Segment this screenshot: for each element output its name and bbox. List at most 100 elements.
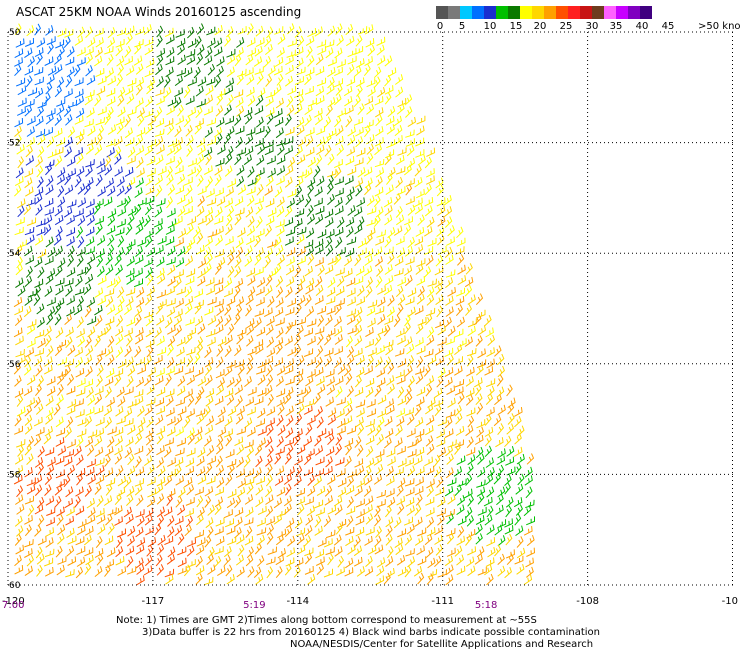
wind-barb <box>87 474 96 485</box>
wind-barb <box>236 566 245 578</box>
wind-barb <box>415 417 424 428</box>
wind-barb <box>183 415 191 428</box>
wind-barb <box>455 246 465 255</box>
wind-barb <box>447 397 456 408</box>
wind-barb <box>87 125 96 137</box>
wind-barb <box>204 364 213 376</box>
wind-barb <box>346 496 354 509</box>
wind-barb <box>24 405 33 417</box>
wind-barb <box>156 506 165 518</box>
wind-barb <box>305 67 315 77</box>
wind-barb <box>114 427 124 437</box>
wind-barb <box>387 252 395 265</box>
wind-barb <box>45 175 54 187</box>
wind-barb <box>235 47 244 58</box>
wind-barb <box>175 357 185 366</box>
wind-barb <box>256 327 266 337</box>
wind-barb <box>246 318 255 329</box>
wind-barb <box>246 37 256 48</box>
wind-barb <box>116 218 126 228</box>
wind-barb <box>445 306 454 317</box>
wind-barb <box>255 116 264 128</box>
wind-barb <box>245 235 255 246</box>
wind-barb <box>247 177 257 187</box>
wind-barb <box>25 145 33 158</box>
wind-barb <box>105 514 113 526</box>
wind-barb <box>166 306 176 318</box>
wind-barb <box>316 126 326 136</box>
wind-barb <box>446 547 456 557</box>
wind-barb <box>397 276 407 287</box>
wind-barb <box>346 277 356 287</box>
wind-barb <box>135 26 145 36</box>
wind-barb <box>237 26 247 35</box>
wind-barb <box>373 195 381 208</box>
wind-barb <box>105 264 114 276</box>
wind-barb <box>244 113 253 125</box>
wind-barb <box>17 239 27 249</box>
wind-barb <box>237 227 246 238</box>
wind-barb <box>437 234 445 246</box>
wind-barb <box>295 57 304 69</box>
wind-barb <box>105 559 115 569</box>
wind-barb <box>273 66 283 76</box>
legend-swatch <box>436 6 448 19</box>
wind-barb <box>166 257 176 266</box>
wind-barb <box>24 565 33 577</box>
wind-barb <box>227 463 235 476</box>
wind-barb <box>466 348 477 357</box>
wind-barb <box>405 457 415 467</box>
wind-barb <box>106 304 116 315</box>
wind-barb <box>334 253 342 266</box>
wind-barb <box>286 517 295 529</box>
wind-barb <box>54 344 63 357</box>
wind-barb <box>377 416 385 428</box>
wind-barb <box>447 325 456 337</box>
wind-barb <box>477 348 486 359</box>
wind-barb <box>347 205 356 216</box>
wind-barb <box>495 437 504 448</box>
wind-barb <box>284 145 294 156</box>
wind-barb <box>303 436 313 447</box>
wind-barb <box>335 457 345 466</box>
wind-barb <box>405 392 413 405</box>
wind-barb <box>313 197 323 207</box>
wind-barb <box>106 547 116 558</box>
wind-barb <box>46 507 56 516</box>
wind-barb <box>216 384 225 396</box>
wind-barb <box>156 95 165 106</box>
wind-barb <box>257 426 267 436</box>
wind-barb <box>76 473 83 486</box>
wind-barb <box>386 139 396 149</box>
wind-barb <box>223 277 233 289</box>
wind-barb <box>414 203 423 215</box>
wind-barb <box>396 186 406 196</box>
wind-barb <box>505 533 513 546</box>
wind-barb <box>66 386 76 395</box>
wind-barb <box>55 545 63 558</box>
wind-barb <box>46 386 56 397</box>
wind-barb <box>376 36 386 46</box>
wind-barb <box>327 277 336 288</box>
wind-barb <box>45 25 54 36</box>
wind-barb <box>205 277 215 287</box>
wind-barb <box>216 344 224 357</box>
wind-barb <box>196 413 205 425</box>
wind-barb <box>16 144 25 155</box>
wind-barb <box>155 483 164 495</box>
wind-barb <box>177 44 185 56</box>
wind-barb <box>44 548 55 558</box>
wind-barb <box>374 505 381 518</box>
wind-barb <box>277 425 286 436</box>
wind-barb <box>347 55 357 65</box>
wind-barb <box>57 445 67 456</box>
wind-barb <box>16 198 26 209</box>
wind-barb <box>36 226 46 236</box>
wind-barb <box>417 316 427 326</box>
wind-barb <box>266 417 275 428</box>
wind-barb <box>354 387 364 397</box>
wind-barb <box>384 235 392 248</box>
wind-barb <box>44 566 54 577</box>
wind-barb <box>175 185 185 195</box>
wind-barb <box>344 437 354 448</box>
